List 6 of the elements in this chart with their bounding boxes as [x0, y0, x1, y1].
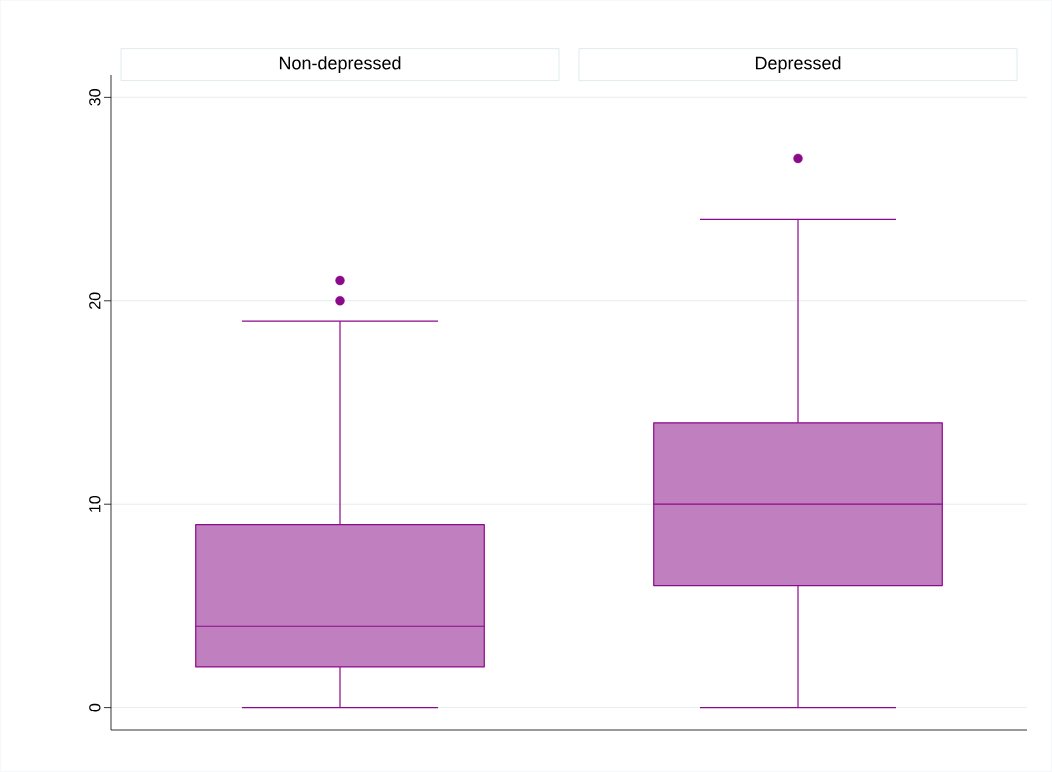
- x-tick-label: Depressed: [755, 56, 841, 73]
- y-tick-label: 10: [89, 495, 101, 512]
- x-tick-label: Non-depressed: [279, 56, 401, 73]
- y-tick-label: 30: [89, 89, 101, 106]
- y-tick-label: 0: [89, 703, 101, 712]
- y-tick-label: 20: [89, 292, 101, 309]
